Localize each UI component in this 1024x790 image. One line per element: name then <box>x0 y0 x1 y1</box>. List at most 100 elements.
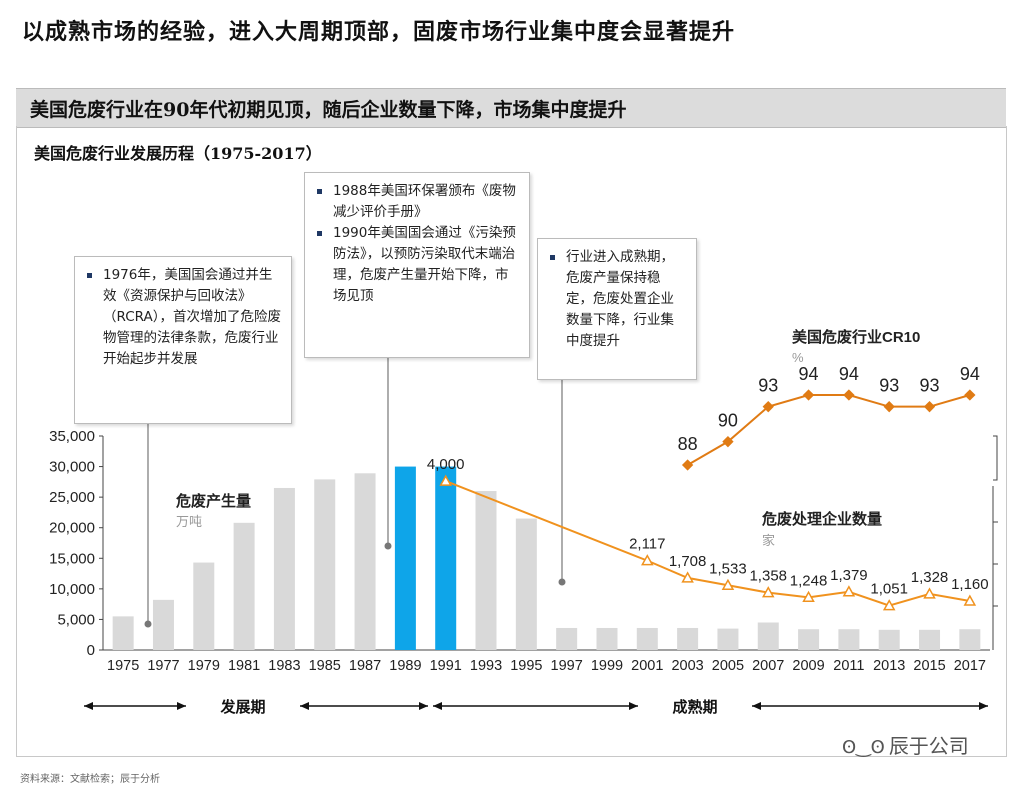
bar-1975 <box>112 616 134 650</box>
phase-mature-right-head-left <box>752 702 761 710</box>
callout-leader-dot <box>384 542 392 550</box>
cr10-point-2015 <box>923 401 936 413</box>
y-tick-label: 30,000 <box>49 459 95 476</box>
callout-leader-dot <box>144 620 152 628</box>
x-tick-label: 2001 <box>631 658 663 674</box>
x-tick-label: 1981 <box>228 658 260 674</box>
cr10-point-2005 <box>722 436 734 448</box>
cr10-data-label: 93 <box>758 376 778 396</box>
phase-dev-left-head-left <box>84 702 93 710</box>
phase-mature-left-head-right <box>629 702 638 710</box>
bar-1995 <box>515 518 537 650</box>
count-point-2013 <box>882 599 896 611</box>
x-tick-label: 1977 <box>147 658 179 674</box>
cr10-data-label: 90 <box>718 411 738 431</box>
count-data-label: 1,379 <box>830 567 868 584</box>
x-tick-label: 2011 <box>833 658 864 674</box>
bar-2005 <box>717 628 739 650</box>
callout-leader-dot <box>558 578 566 586</box>
bar-2001 <box>636 627 658 650</box>
x-tick-label: 1991 <box>430 658 462 674</box>
wechat-icon: ʘ‿ʘ <box>842 737 885 758</box>
bar-1987 <box>354 473 376 650</box>
y-tick-label: 20,000 <box>49 520 95 537</box>
chart-title: 美国危废行业发展历程（1975-2017） <box>34 144 322 163</box>
banner: 美国危废行业在90年代初期见顶，随后企业数量下降，市场集中度提升 <box>16 88 1006 128</box>
callout-bullet: 1988年美国环保署颁布《废物减少评价手册》 <box>317 181 519 223</box>
cr10-line <box>687 394 971 466</box>
bar-1977 <box>152 599 174 650</box>
count-data-label: 4,000 <box>427 456 465 473</box>
unit-label-volume: 万吨 <box>176 514 202 529</box>
bar-1985 <box>314 479 336 650</box>
x-tick-label: 2017 <box>954 658 986 674</box>
x-tick-label: 1999 <box>591 658 623 674</box>
bar-1991 <box>435 466 457 650</box>
cr-axis-bracket <box>993 435 998 481</box>
x-tick-label: 1985 <box>309 658 341 674</box>
y-tick-label: 0 <box>87 642 95 659</box>
count-data-label: 1,160 <box>951 576 989 593</box>
cr10-data-label: 93 <box>920 376 940 396</box>
phase-dev-left-head-right <box>177 702 186 710</box>
phase-dev-right-head-left <box>300 702 309 710</box>
bar-1997 <box>556 627 578 650</box>
callout-bullet: 1976年，美国国会通过并生效《资源保护与回收法》（RCRA），首次增加了危险废… <box>87 265 281 370</box>
count-point-2007 <box>761 586 775 598</box>
x-tick-label: 2015 <box>913 658 945 674</box>
banner-text: 美国危废行业在90年代初期见顶，随后企业数量下降，市场集中度提升 <box>30 99 627 121</box>
bar-1993 <box>475 491 497 650</box>
count-point-1991 <box>439 474 452 486</box>
x-tick-label: 1997 <box>551 658 583 674</box>
count-line <box>445 480 971 607</box>
phase-mature: 成熟期 <box>672 698 717 716</box>
callout-1997: 行业进入成熟期，危废产量保持稳定，危废处置企业数量下降，行业集中度提升 <box>537 238 697 380</box>
x-tick-label: 1983 <box>268 658 300 674</box>
chart-panel <box>16 126 1007 757</box>
cr10-data-label: 94 <box>839 364 859 384</box>
bar-2003 <box>677 627 699 650</box>
cr10-point-2003 <box>681 459 694 471</box>
cr10-data-label: 88 <box>678 434 698 454</box>
count-data-label: 1,533 <box>709 560 747 577</box>
count-point-2017 <box>963 594 977 606</box>
callout-1976: 1976年，美国国会通过并生效《资源保护与回收法》（RCRA），首次增加了危险废… <box>74 256 292 424</box>
x-tick-label: 2007 <box>752 658 784 674</box>
cr10-point-2013 <box>883 401 895 413</box>
cr10-data-label: 93 <box>879 376 899 396</box>
cr10-point-2017 <box>964 389 976 401</box>
callout-bullet: 1990年美国国会通过《污染预防法》，以预防污染取代末端治理，危废产生量开始下降… <box>317 223 519 307</box>
bar-1983 <box>273 487 295 650</box>
x-tick-label: 1993 <box>470 658 502 674</box>
phase-mature-right-head-right <box>979 702 988 710</box>
y-tick-label: 15,000 <box>49 550 95 567</box>
cr10-point-2011 <box>843 389 855 401</box>
bar-1979 <box>193 562 215 650</box>
phase-development: 发展期 <box>219 698 265 716</box>
cr10-point-2009 <box>802 389 815 401</box>
bar-2007 <box>757 622 779 650</box>
bar-1989 <box>394 466 416 650</box>
phase-dev-right-head-right <box>419 702 428 710</box>
count-point-2011 <box>842 585 856 597</box>
bar-1999 <box>596 627 618 650</box>
x-tick-label: 1995 <box>510 658 542 674</box>
page-title: 以成熟市场的经验，进入大周期顶部，固废市场行业集中度会显著提升 <box>22 19 736 45</box>
watermark-text: 辰于公司 <box>888 734 969 758</box>
count-data-label: 1,708 <box>669 553 707 570</box>
x-tick-label: 1987 <box>349 658 381 674</box>
x-tick-label: 1975 <box>107 658 139 674</box>
bar-1981 <box>233 522 255 650</box>
x-tick-label: 2013 <box>873 658 905 674</box>
y-tick-label: 10,000 <box>49 581 95 598</box>
series-label-volume: 危废产生量 <box>176 492 251 510</box>
unit-label-cr10: % <box>792 350 804 365</box>
count-data-label: 1,051 <box>870 581 908 598</box>
count-data-label: 1,248 <box>790 572 828 589</box>
bar-2015 <box>919 629 941 650</box>
y-tick-label: 25,000 <box>49 489 95 506</box>
unit-label-count: 家 <box>762 533 775 548</box>
y-tick-label: 5,000 <box>57 611 95 628</box>
series-label-count: 危废处理企业数量 <box>762 510 882 528</box>
